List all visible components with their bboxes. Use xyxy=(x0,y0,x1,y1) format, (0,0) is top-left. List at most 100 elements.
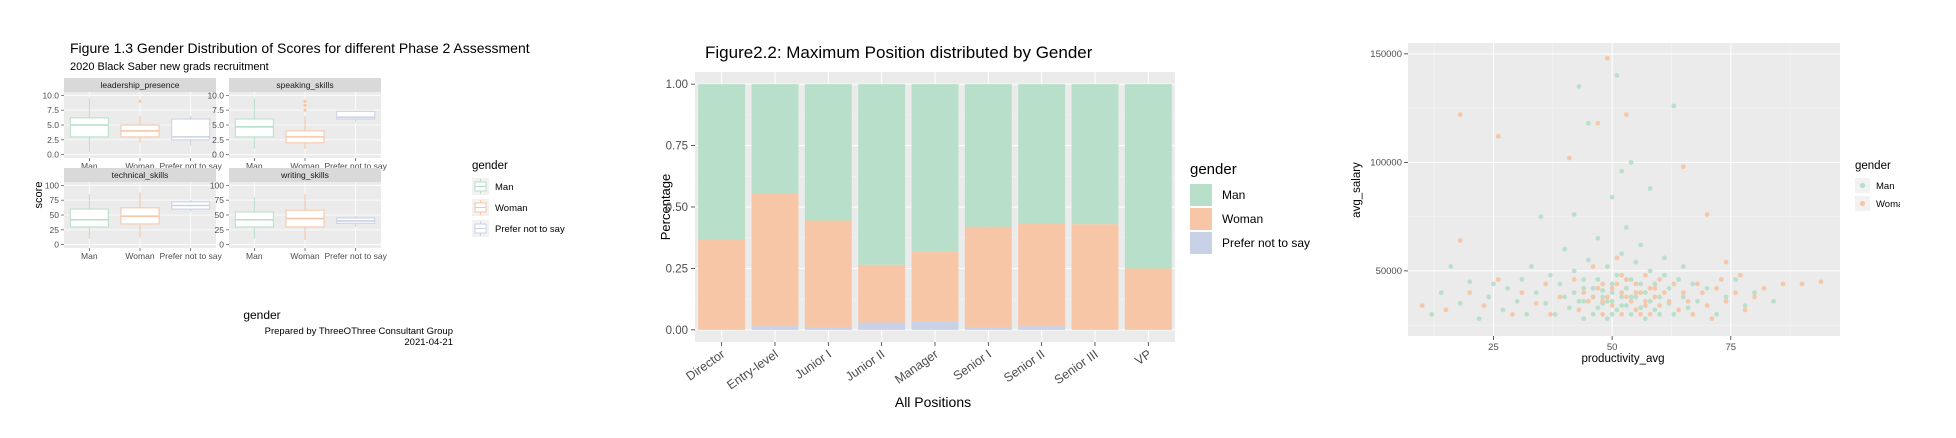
x-tick-label: Senior I xyxy=(951,347,994,383)
bar-segment-woman xyxy=(1018,222,1066,327)
box-woman xyxy=(285,194,325,240)
scatter-point xyxy=(1671,103,1677,109)
scatter-point xyxy=(1685,305,1691,311)
y-tick-label: 50000 xyxy=(1376,266,1402,277)
y-tick-label: 50 xyxy=(215,210,225,220)
y-tick-label: 10.0 xyxy=(207,90,224,100)
scatter-point xyxy=(1576,84,1582,89)
legend-key xyxy=(1190,232,1212,254)
scatter-point xyxy=(1604,298,1610,304)
scatter-point xyxy=(1680,164,1686,170)
legend-key xyxy=(1190,184,1212,206)
scatter-point xyxy=(1505,285,1511,291)
facet-strip-label: writing_skills xyxy=(280,170,329,180)
scatter-point xyxy=(1467,279,1473,285)
legend-label: Prefer not to say xyxy=(495,224,565,235)
scatter-point xyxy=(1581,316,1587,322)
y-tick-label: 75 xyxy=(50,195,60,205)
legend-key xyxy=(1190,208,1212,230)
scatter-point xyxy=(1695,281,1700,287)
legend-label: Prefer not to say xyxy=(1222,236,1310,250)
x-tick-label: Manager xyxy=(892,347,940,387)
scatter-point xyxy=(1714,311,1719,317)
scatter-point xyxy=(1614,73,1620,78)
legend-key-dot xyxy=(1859,200,1866,207)
chart1-caption-line2: 2021-04-21 xyxy=(404,337,453,348)
x-tick-label: Junior I xyxy=(792,347,834,382)
x-tick-label: Senior II xyxy=(1001,347,1047,385)
outlier-point xyxy=(303,108,307,112)
scatter-point xyxy=(1623,285,1629,291)
bar-segment-man xyxy=(1071,84,1119,225)
facet-strip xyxy=(64,78,216,92)
scatter-point xyxy=(1600,311,1606,317)
scatter-point xyxy=(1742,307,1748,313)
scatter-point xyxy=(1657,311,1663,317)
scatter-point xyxy=(1652,285,1658,291)
x-tick-label: Prefer not to say xyxy=(159,251,222,261)
y-tick-label: 75 xyxy=(215,195,225,205)
y-tick-label: 0.0 xyxy=(47,150,59,160)
scatter-point xyxy=(1619,290,1625,295)
scatter-point xyxy=(1723,259,1729,265)
scatter-point xyxy=(1595,305,1601,311)
scatter-point xyxy=(1614,255,1620,261)
scatter-point xyxy=(1448,264,1454,269)
scatter-point xyxy=(1704,303,1710,309)
scatter-point xyxy=(1543,281,1549,287)
x-tick-label: Prefer not to say xyxy=(324,161,387,171)
scatter-point xyxy=(1590,285,1596,291)
chart1-legend-title: gender xyxy=(472,160,508,172)
scatter-point xyxy=(1533,301,1539,306)
bar-group-entry-level xyxy=(751,84,799,330)
y-tick-label: 5.0 xyxy=(47,120,59,130)
scatter-point xyxy=(1595,235,1601,241)
scatter-point xyxy=(1576,307,1582,313)
chart3-plot: 25 50 75 50000 100000 150000 xyxy=(1370,43,1840,353)
x-tick-label: Prefer not to say xyxy=(324,251,387,261)
scatter-point xyxy=(1633,307,1639,313)
bar-segment-woman xyxy=(964,226,1012,328)
y-tick-label: 2.5 xyxy=(212,135,224,145)
scatter-point xyxy=(1619,303,1625,309)
scatter-point xyxy=(1623,303,1629,309)
scatter-chart: productivity_avg avg_salary gender Man Wo… xyxy=(1351,43,1900,365)
box-prefer-not-to-say xyxy=(336,216,376,227)
scatter-point xyxy=(1571,277,1577,282)
scatter-point xyxy=(1619,168,1625,174)
scatter-point xyxy=(1495,277,1501,282)
scatter-point xyxy=(1737,272,1743,278)
chart1-caption-line1: Prepared by ThreeOThree Consultant Group xyxy=(265,326,453,337)
scatter-point xyxy=(1619,251,1625,256)
scatter-point xyxy=(1718,277,1724,282)
chart1-legend: gender Man Woman Prefer not to say xyxy=(472,160,565,237)
scatter-point xyxy=(1638,290,1644,295)
scatter-point xyxy=(1514,298,1520,304)
scatter-point xyxy=(1538,214,1544,220)
scatter-point xyxy=(1752,294,1757,300)
scatter-point xyxy=(1438,290,1444,295)
bar-group-junior-ii xyxy=(858,84,906,330)
scatter-point xyxy=(1557,294,1563,300)
chart1-xlabel: gender xyxy=(243,308,280,322)
x-tick-label: Woman xyxy=(290,251,319,261)
scatter-point xyxy=(1590,264,1596,269)
scatter-point xyxy=(1576,298,1582,304)
scatter-point xyxy=(1661,272,1667,278)
scatter-point xyxy=(1562,246,1568,252)
facet-strip xyxy=(229,78,381,92)
x-tick-label: Prefer not to say xyxy=(159,161,222,171)
scatter-point xyxy=(1619,272,1625,278)
scatter-point xyxy=(1761,285,1767,291)
y-tick-label: 25 xyxy=(50,225,60,235)
scatter-point xyxy=(1638,305,1644,311)
scatter-point xyxy=(1495,133,1501,139)
bar-segment-man xyxy=(804,84,852,221)
box-iqr xyxy=(171,118,211,141)
box-woman xyxy=(285,99,325,149)
scatter-point xyxy=(1567,305,1572,311)
y-tick-label: 100 xyxy=(45,180,59,190)
scatter-point xyxy=(1671,281,1677,287)
